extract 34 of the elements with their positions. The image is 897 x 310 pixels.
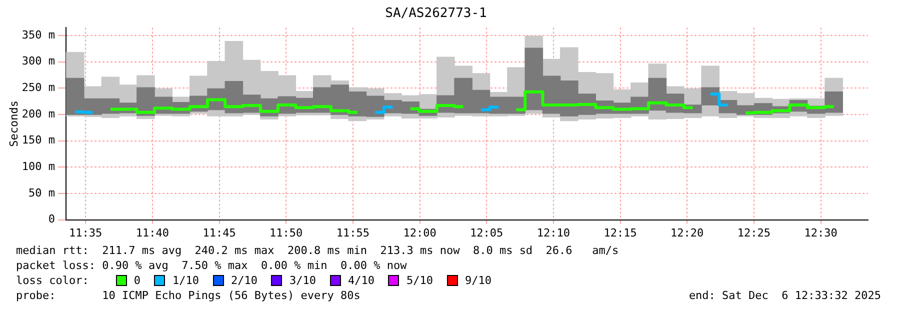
- legend-label: 3/10: [289, 273, 316, 288]
- x-tick-label: 12:25: [737, 226, 771, 240]
- chart-title: SA/AS262773-1: [385, 6, 487, 22]
- y-tick-label: 300 m: [22, 54, 56, 68]
- text: packet loss: 0.90 % avg 7.50 % max 0.00 % min 0.00 % now: [16, 258, 408, 273]
- x-tick-label: 12:00: [403, 226, 436, 240]
- x-tick-label: 12:30: [804, 226, 838, 240]
- legend-label: 5/10: [406, 273, 433, 288]
- legend-label: 4/10: [348, 273, 374, 288]
- x-tick-label: 11:40: [136, 226, 170, 240]
- legend-title: loss color:: [16, 273, 89, 288]
- x-tick-label: 12:10: [536, 226, 570, 240]
- y-tick-label: 0: [48, 212, 55, 226]
- legend-label: 0: [134, 273, 140, 288]
- y-tick-label: 250 m: [22, 81, 56, 94]
- x-tick-label: 11:50: [270, 226, 303, 240]
- x-tick-label: 11:45: [202, 226, 236, 240]
- x-tick-label: 12:05: [470, 226, 504, 240]
- x-tick-label: 11:55: [336, 226, 370, 240]
- x-tick-label: 12:15: [604, 226, 637, 240]
- legend-label: 1/10: [172, 273, 199, 288]
- x-tick-label: 12:20: [670, 226, 704, 240]
- y-tick-label: 350 m: [22, 28, 56, 42]
- y-axis-title: Seconds: [7, 100, 20, 147]
- x-tick-label: 11:35: [69, 226, 102, 240]
- text: end: Sat Dec 6 12:33:32 2025: [688, 288, 881, 303]
- legend-label: 2/10: [230, 273, 258, 288]
- legend-label: 9/10: [464, 273, 492, 288]
- y-tick-label: 100 m: [22, 160, 56, 173]
- text: probe: 10 ICMP Echo Pings (56 Bytes) every 80s: [16, 288, 360, 303]
- y-tick-label: 200 m: [22, 107, 56, 120]
- y-tick-label: 50 m: [28, 186, 56, 200]
- text: median rtt: 211.7 ms avg 240.2 ms max 200.8 ms min 213.3 ms now 8.0 ms sd 26.6 am/s: [16, 243, 620, 258]
- y-tick-label: 150 m: [22, 134, 56, 147]
